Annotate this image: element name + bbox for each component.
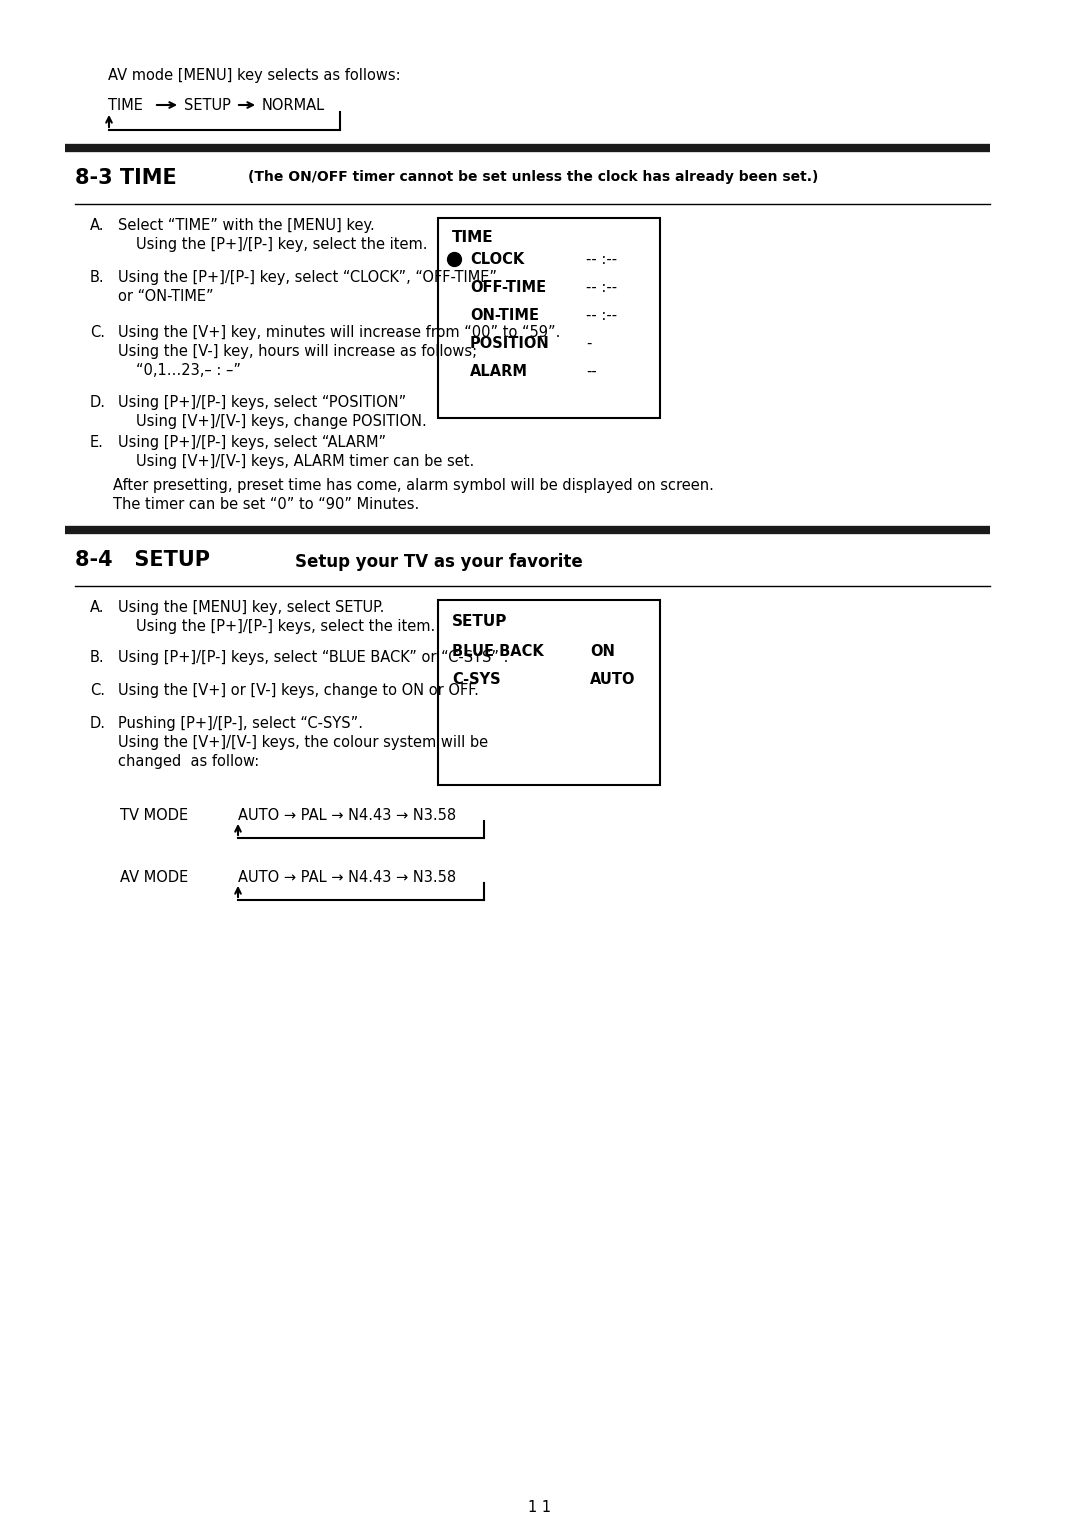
Text: POSITION: POSITION — [470, 336, 550, 351]
Text: Using the [V-] key, hours will increase as follows;: Using the [V-] key, hours will increase … — [118, 344, 477, 359]
Text: 8-3 TIME: 8-3 TIME — [75, 168, 177, 188]
Text: Using [P+]/[P-] keys, select “ALARM”: Using [P+]/[P-] keys, select “ALARM” — [118, 435, 387, 451]
Text: Pushing [P+]/[P-], select “C-SYS”.: Pushing [P+]/[P-], select “C-SYS”. — [118, 717, 363, 730]
Text: OFF-TIME: OFF-TIME — [470, 280, 546, 295]
Text: Using [V+]/[V-] keys, change POSITION.: Using [V+]/[V-] keys, change POSITION. — [136, 414, 427, 429]
Text: Using the [V+] key, minutes will increase from “00” to “59”.: Using the [V+] key, minutes will increas… — [118, 325, 561, 341]
Text: 1 1: 1 1 — [528, 1500, 552, 1514]
Text: B.: B. — [90, 270, 105, 286]
Text: E.: E. — [90, 435, 104, 451]
Text: After presetting, preset time has come, alarm symbol will be displayed on screen: After presetting, preset time has come, … — [113, 478, 714, 494]
Text: The timer can be set “0” to “90” Minutes.: The timer can be set “0” to “90” Minutes… — [113, 497, 419, 512]
Text: Using the [V+]/[V-] keys, the colour system will be: Using the [V+]/[V-] keys, the colour sys… — [118, 735, 488, 750]
Text: -: - — [586, 336, 592, 351]
Text: BLUE BACK: BLUE BACK — [453, 643, 543, 659]
Text: or “ON-TIME”: or “ON-TIME” — [118, 289, 214, 304]
Text: (The ON/OFF timer cannot be set unless the clock has already been set.): (The ON/OFF timer cannot be set unless t… — [248, 170, 819, 183]
Text: Using [V+]/[V-] keys, ALARM timer can be set.: Using [V+]/[V-] keys, ALARM timer can be… — [136, 454, 474, 469]
Text: AV mode [MENU] key selects as follows:: AV mode [MENU] key selects as follows: — [108, 69, 401, 83]
Text: A.: A. — [90, 601, 105, 614]
Text: C.: C. — [90, 683, 105, 698]
Text: TV MODE: TV MODE — [120, 808, 188, 824]
Text: --: -- — [586, 364, 597, 379]
Text: NORMAL: NORMAL — [262, 98, 325, 113]
Text: C.: C. — [90, 325, 105, 341]
Bar — [438, 601, 660, 785]
Text: AUTO → PAL → N4.43 → N3.58: AUTO → PAL → N4.43 → N3.58 — [238, 808, 456, 824]
Text: AV MODE: AV MODE — [120, 869, 188, 885]
Text: ALARM: ALARM — [470, 364, 528, 379]
Text: -- :--: -- :-- — [586, 280, 617, 295]
Text: Select “TIME” with the [MENU] key.: Select “TIME” with the [MENU] key. — [118, 219, 375, 232]
Text: “0,1…23,– : –”: “0,1…23,– : –” — [136, 364, 241, 377]
Text: CLOCK: CLOCK — [470, 252, 524, 267]
Text: 8-4   SETUP: 8-4 SETUP — [75, 550, 210, 570]
Text: Using the [P+]/[P-] key, select “CLOCK”, “OFF-TIME”: Using the [P+]/[P-] key, select “CLOCK”,… — [118, 270, 497, 286]
Text: changed  as follow:: changed as follow: — [118, 753, 259, 769]
Text: B.: B. — [90, 649, 105, 665]
Text: Using [P+]/[P-] keys, select “POSITION”: Using [P+]/[P-] keys, select “POSITION” — [118, 396, 406, 410]
Text: D.: D. — [90, 717, 106, 730]
Text: SETUP: SETUP — [184, 98, 231, 113]
Text: Using the [P+]/[P-] key, select the item.: Using the [P+]/[P-] key, select the item… — [136, 237, 428, 252]
Text: TIME: TIME — [108, 98, 143, 113]
Text: -- :--: -- :-- — [586, 252, 617, 267]
Bar — [438, 219, 660, 419]
Text: Using [P+]/[P-] keys, select “BLUE BACK” or “C-SYS” .: Using [P+]/[P-] keys, select “BLUE BACK”… — [118, 649, 509, 665]
Text: ON: ON — [590, 643, 615, 659]
Text: TIME: TIME — [453, 231, 494, 244]
Text: ON-TIME: ON-TIME — [470, 309, 539, 322]
Text: -- :--: -- :-- — [586, 309, 617, 322]
Text: D.: D. — [90, 396, 106, 410]
Text: C-SYS: C-SYS — [453, 672, 501, 688]
Text: Using the [V+] or [V-] keys, change to ON or OFF.: Using the [V+] or [V-] keys, change to O… — [118, 683, 478, 698]
Text: Setup your TV as your favorite: Setup your TV as your favorite — [295, 553, 583, 571]
Text: Using the [MENU] key, select SETUP.: Using the [MENU] key, select SETUP. — [118, 601, 384, 614]
Text: A.: A. — [90, 219, 105, 232]
Text: AUTO: AUTO — [590, 672, 635, 688]
Text: AUTO → PAL → N4.43 → N3.58: AUTO → PAL → N4.43 → N3.58 — [238, 869, 456, 885]
Text: SETUP: SETUP — [453, 614, 508, 630]
Text: Using the [P+]/[P-] keys, select the item.: Using the [P+]/[P-] keys, select the ite… — [136, 619, 435, 634]
